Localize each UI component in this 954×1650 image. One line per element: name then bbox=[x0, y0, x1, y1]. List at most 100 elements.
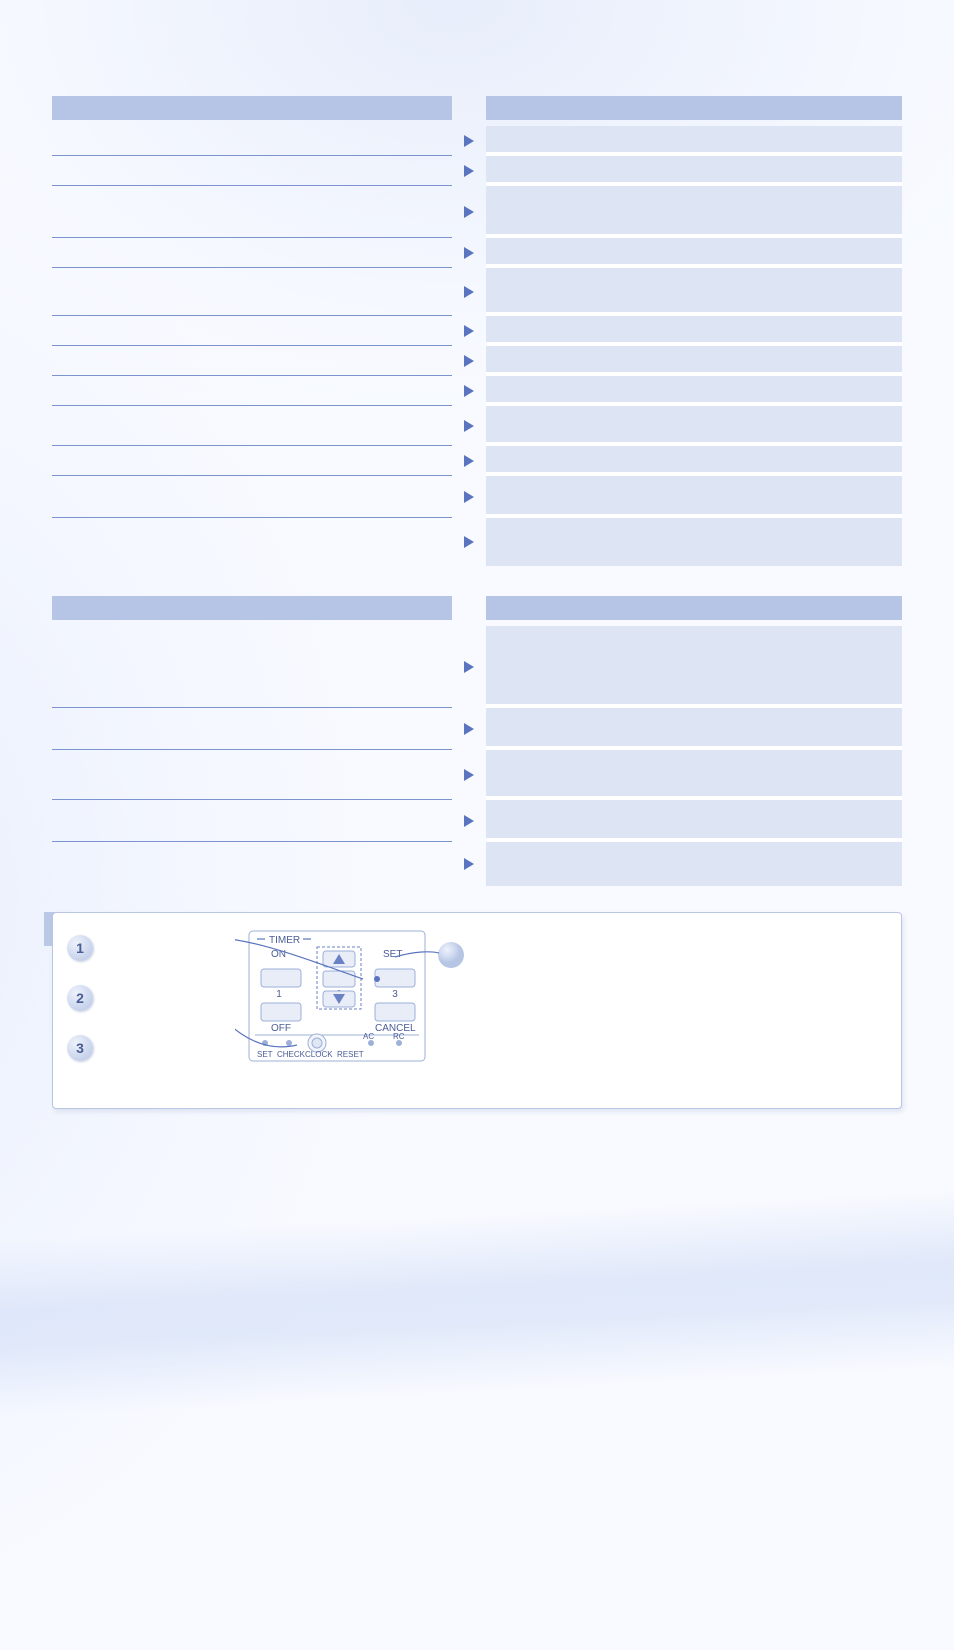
label-off: OFF bbox=[271, 1023, 291, 1034]
cell-left bbox=[52, 316, 452, 346]
cell-arrow bbox=[452, 126, 486, 156]
cell-arrow bbox=[452, 238, 486, 268]
table-row bbox=[52, 750, 902, 800]
cell-right bbox=[486, 376, 902, 406]
table-1-header-right bbox=[486, 96, 902, 120]
step-3: 3 bbox=[67, 1035, 101, 1061]
cell-arrow bbox=[452, 476, 486, 518]
cell-left bbox=[52, 238, 452, 268]
cell-left bbox=[52, 156, 452, 186]
cell-right bbox=[486, 316, 902, 346]
cell-left bbox=[52, 406, 452, 446]
remote-svg: TIMER ON SET 1 2 3 OFF CANCEL bbox=[235, 925, 495, 1085]
key-2[interactable] bbox=[323, 971, 355, 987]
table-row bbox=[52, 346, 902, 376]
cell-right bbox=[486, 626, 902, 708]
step-3-ball: 3 bbox=[67, 1035, 93, 1061]
cell-arrow bbox=[452, 518, 486, 566]
table-2-header-left bbox=[52, 596, 452, 620]
arrow-right-icon bbox=[464, 247, 474, 259]
cell-right bbox=[486, 800, 902, 842]
cell-right bbox=[486, 518, 902, 566]
cell-arrow bbox=[452, 316, 486, 346]
key-3[interactable] bbox=[375, 969, 415, 987]
right-indicator-ball bbox=[438, 942, 464, 968]
table-2 bbox=[52, 596, 902, 886]
table-row bbox=[52, 476, 902, 518]
page: 1 2 3 TIMER ON SET bbox=[0, 0, 954, 1149]
table-row bbox=[52, 268, 902, 316]
cell-arrow bbox=[452, 750, 486, 800]
cell-arrow bbox=[452, 708, 486, 750]
table-1-header-mid bbox=[452, 96, 486, 126]
tables-wrapper bbox=[52, 96, 902, 886]
table-row bbox=[52, 156, 902, 186]
cell-arrow bbox=[452, 376, 486, 406]
arrow-right-icon bbox=[464, 661, 474, 673]
arrow-right-icon bbox=[464, 135, 474, 147]
step-2: 2 bbox=[67, 985, 101, 1011]
table-row bbox=[52, 446, 902, 476]
table-row bbox=[52, 126, 902, 156]
cell-right bbox=[486, 842, 902, 886]
cell-left bbox=[52, 842, 452, 886]
cell-right bbox=[486, 238, 902, 268]
table-row bbox=[52, 842, 902, 886]
cancel-button[interactable] bbox=[375, 1003, 415, 1021]
cell-left bbox=[52, 268, 452, 316]
key-3-label: 3 bbox=[392, 989, 398, 1000]
arrow-right-icon bbox=[464, 723, 474, 735]
table-2-body bbox=[52, 626, 902, 886]
cell-right bbox=[486, 346, 902, 376]
label-clock: CLOCK bbox=[305, 1050, 333, 1059]
cell-right bbox=[486, 446, 902, 476]
arrow-right-icon bbox=[464, 858, 474, 870]
table-row bbox=[52, 518, 902, 566]
arrow-right-icon bbox=[464, 165, 474, 177]
cell-left bbox=[52, 376, 452, 406]
step-1: 1 bbox=[67, 935, 101, 961]
arrow-right-icon bbox=[464, 325, 474, 337]
arrow-right-icon bbox=[464, 420, 474, 432]
off-button[interactable] bbox=[261, 1003, 301, 1021]
steps: 1 2 3 bbox=[67, 935, 101, 1061]
arrow-right-icon bbox=[464, 769, 474, 781]
cell-arrow bbox=[452, 346, 486, 376]
arrow-right-icon bbox=[464, 815, 474, 827]
table-2-header-right bbox=[486, 596, 902, 620]
cell-left bbox=[52, 750, 452, 800]
key-1-label: 1 bbox=[276, 989, 282, 1000]
table-1-header bbox=[52, 96, 902, 126]
cell-left bbox=[52, 186, 452, 238]
arrow-right-icon bbox=[464, 206, 474, 218]
cell-arrow bbox=[452, 446, 486, 476]
cell-left bbox=[52, 708, 452, 750]
step-1-ball: 1 bbox=[67, 935, 93, 961]
key-1[interactable] bbox=[261, 969, 301, 987]
arrow-right-icon bbox=[464, 355, 474, 367]
cell-left bbox=[52, 476, 452, 518]
label-check: CHECK bbox=[277, 1050, 306, 1059]
table-1-body bbox=[52, 126, 902, 566]
table-row bbox=[52, 316, 902, 346]
cell-right bbox=[486, 406, 902, 446]
table-row bbox=[52, 406, 902, 446]
table-row bbox=[52, 238, 902, 268]
cell-right bbox=[486, 750, 902, 800]
label-set-small: SET bbox=[257, 1050, 273, 1059]
check-indicator bbox=[286, 1040, 292, 1046]
table-row bbox=[52, 376, 902, 406]
cell-arrow bbox=[452, 268, 486, 316]
label-rc: RC bbox=[393, 1032, 405, 1041]
cell-left bbox=[52, 800, 452, 842]
label-timer: TIMER bbox=[269, 935, 300, 946]
cell-left bbox=[52, 346, 452, 376]
cell-right bbox=[486, 126, 902, 156]
table-row bbox=[52, 800, 902, 842]
cell-right bbox=[486, 268, 902, 316]
step-2-ball: 2 bbox=[67, 985, 93, 1011]
table-2-header bbox=[52, 596, 902, 626]
table-row bbox=[52, 186, 902, 238]
label-set: SET bbox=[383, 949, 402, 960]
cell-right bbox=[486, 186, 902, 238]
